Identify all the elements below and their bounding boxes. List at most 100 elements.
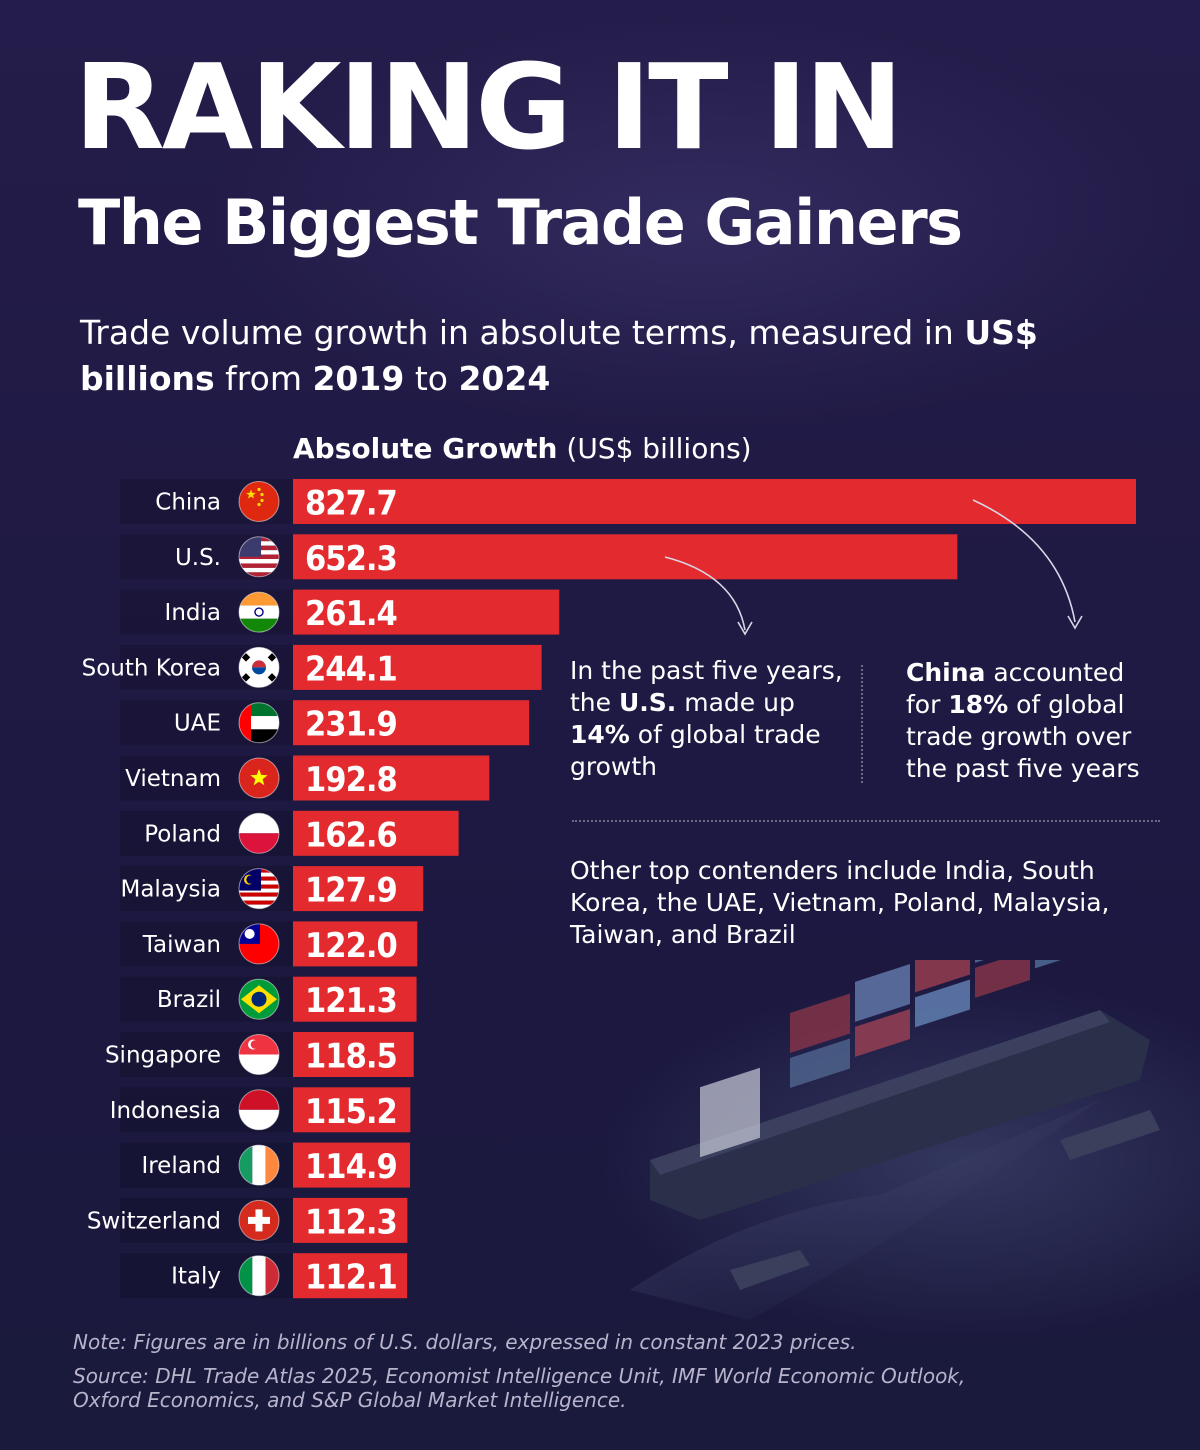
bar: [293, 976, 417, 1022]
ireland-flag-icon: [239, 1145, 279, 1186]
callout-us: In the past five years, the U.S. made up…: [570, 655, 850, 783]
bar-value-label: 122.0: [305, 926, 397, 966]
bar-value-label: 244.1: [305, 649, 397, 689]
category-label: Indonesia: [110, 1098, 221, 1124]
intro-part: from: [214, 359, 313, 398]
bar: [293, 479, 1136, 524]
category-label: Singapore: [105, 1043, 221, 1069]
footer-source: Source: DHL Trade Atlas 2025, Economist …: [73, 1364, 966, 1412]
indonesia-flag-icon: [239, 1089, 279, 1130]
malaysia-flag-icon: [239, 868, 279, 909]
page-subtitle: The Biggest Trade Gainers: [78, 186, 963, 259]
south-korea-flag-icon: [239, 647, 279, 688]
bar: [293, 534, 958, 580]
bar: [293, 700, 530, 746]
bar-value-label: 231.9: [305, 705, 397, 745]
singapore-flag-icon: [239, 1034, 279, 1075]
category-label: Switzerland: [87, 1208, 221, 1234]
category-label: Italy: [171, 1264, 221, 1290]
category-label: Taiwan: [142, 932, 221, 958]
bar: [293, 1253, 408, 1299]
china-flag-icon: [239, 481, 279, 522]
bar: [293, 921, 418, 967]
switzerland-flag-icon: [239, 1200, 279, 1241]
axis-title-unit: (US$ billions): [566, 432, 752, 465]
flag-ring: [238, 1089, 280, 1131]
callout-us-bold-country: U.S.: [618, 688, 677, 717]
flag-ring: [238, 1255, 280, 1297]
bar: [293, 589, 560, 635]
bar-value-label: 114.9: [305, 1147, 397, 1187]
category-label: China: [155, 490, 221, 516]
axis-title-bold: Absolute Growth: [293, 432, 558, 465]
category-label: Ireland: [141, 1153, 221, 1179]
bar: [293, 1087, 411, 1133]
cargo-ship-illustration: [630, 960, 1160, 1320]
bar-value-label: 112.3: [305, 1202, 397, 1242]
flag-ring: [238, 591, 280, 633]
bar: [293, 866, 424, 912]
category-label: Poland: [144, 821, 221, 847]
india-flag-icon: [239, 592, 279, 633]
flag-ring: [238, 646, 280, 688]
callout-us-text: of global trade growth: [570, 720, 821, 781]
page-title: RAKING IT IN: [74, 38, 903, 176]
italy-flag-icon: [239, 1255, 279, 1296]
bar-value-label: 192.8: [305, 760, 397, 800]
category-label: Malaysia: [120, 877, 221, 903]
callout-other-contenders: Other top contenders include India, Sout…: [570, 856, 1110, 949]
bar-value-label: 127.9: [305, 871, 397, 911]
china-arrow-head: [1067, 615, 1083, 630]
bar-value-label: 118.5: [305, 1037, 397, 1077]
bar-value-label: 121.3: [305, 981, 397, 1021]
intro-text: Trade volume growth in absolute terms, m…: [80, 310, 1040, 402]
callout-vertical-divider: [861, 665, 863, 783]
flag-ring: [238, 1199, 280, 1241]
callout-us-bold-percent: 14%: [570, 720, 630, 749]
flag-ring: [238, 1034, 280, 1075]
flag-ring: [238, 757, 280, 799]
category-label: South Korea: [82, 655, 221, 681]
callout-us-text: made up: [676, 688, 795, 717]
callout-us-text: In the past five years, the: [570, 656, 843, 717]
bar-value-label: 115.2: [305, 1092, 397, 1132]
intro-bold-units: US$ billions: [80, 313, 1038, 398]
bar-value-label: 162.6: [305, 815, 397, 855]
bar-value-label: 827.7: [305, 484, 397, 524]
callout-horizontal-divider: [572, 820, 1160, 822]
callout-china-text: of global trade growth over the past fiv…: [906, 690, 1140, 783]
callout-china-text: accounted for: [906, 658, 1125, 719]
intro-part: Trade volume growth in absolute terms, m…: [80, 313, 965, 352]
callout-china-bold-country: China: [906, 658, 986, 687]
us-arrow-head: [737, 621, 753, 636]
bar-value-label: 652.3: [305, 539, 397, 579]
category-label: Vietnam: [125, 766, 221, 792]
intro-bold-end-year: 2024: [458, 359, 551, 398]
bar: [293, 1197, 408, 1243]
callout-china-bold-percent: 18%: [948, 690, 1009, 719]
us-annotation-arrow: [664, 556, 746, 631]
chart-axis-title: Absolute Growth (US$ billions): [293, 432, 752, 465]
category-label: India: [165, 600, 221, 626]
flag-ring: [238, 868, 280, 910]
flag-ring: [238, 702, 280, 744]
bar: [293, 644, 542, 690]
bar: [293, 810, 459, 856]
poland-flag-icon: [239, 813, 279, 854]
flag-ring: [238, 812, 280, 854]
intro-part: to: [404, 359, 459, 398]
china-annotation-arrow: [972, 499, 1076, 623]
callout-china: China accounted for 18% of global trade …: [906, 657, 1166, 785]
vietnam-flag-icon: [239, 758, 279, 798]
brazil-flag-icon: [239, 979, 279, 1020]
flag-ring: [238, 978, 280, 1020]
intro-bold-start-year: 2019: [312, 359, 405, 398]
bar: [293, 1142, 411, 1188]
flag-ring: [238, 1144, 280, 1186]
category-label: Brazil: [157, 987, 221, 1013]
footer-note: Note: Figures are in billions of U.S. do…: [73, 1330, 857, 1354]
bar-value-label: 261.4: [305, 594, 397, 634]
flag-ring: [238, 536, 280, 578]
bar: [293, 1032, 414, 1077]
